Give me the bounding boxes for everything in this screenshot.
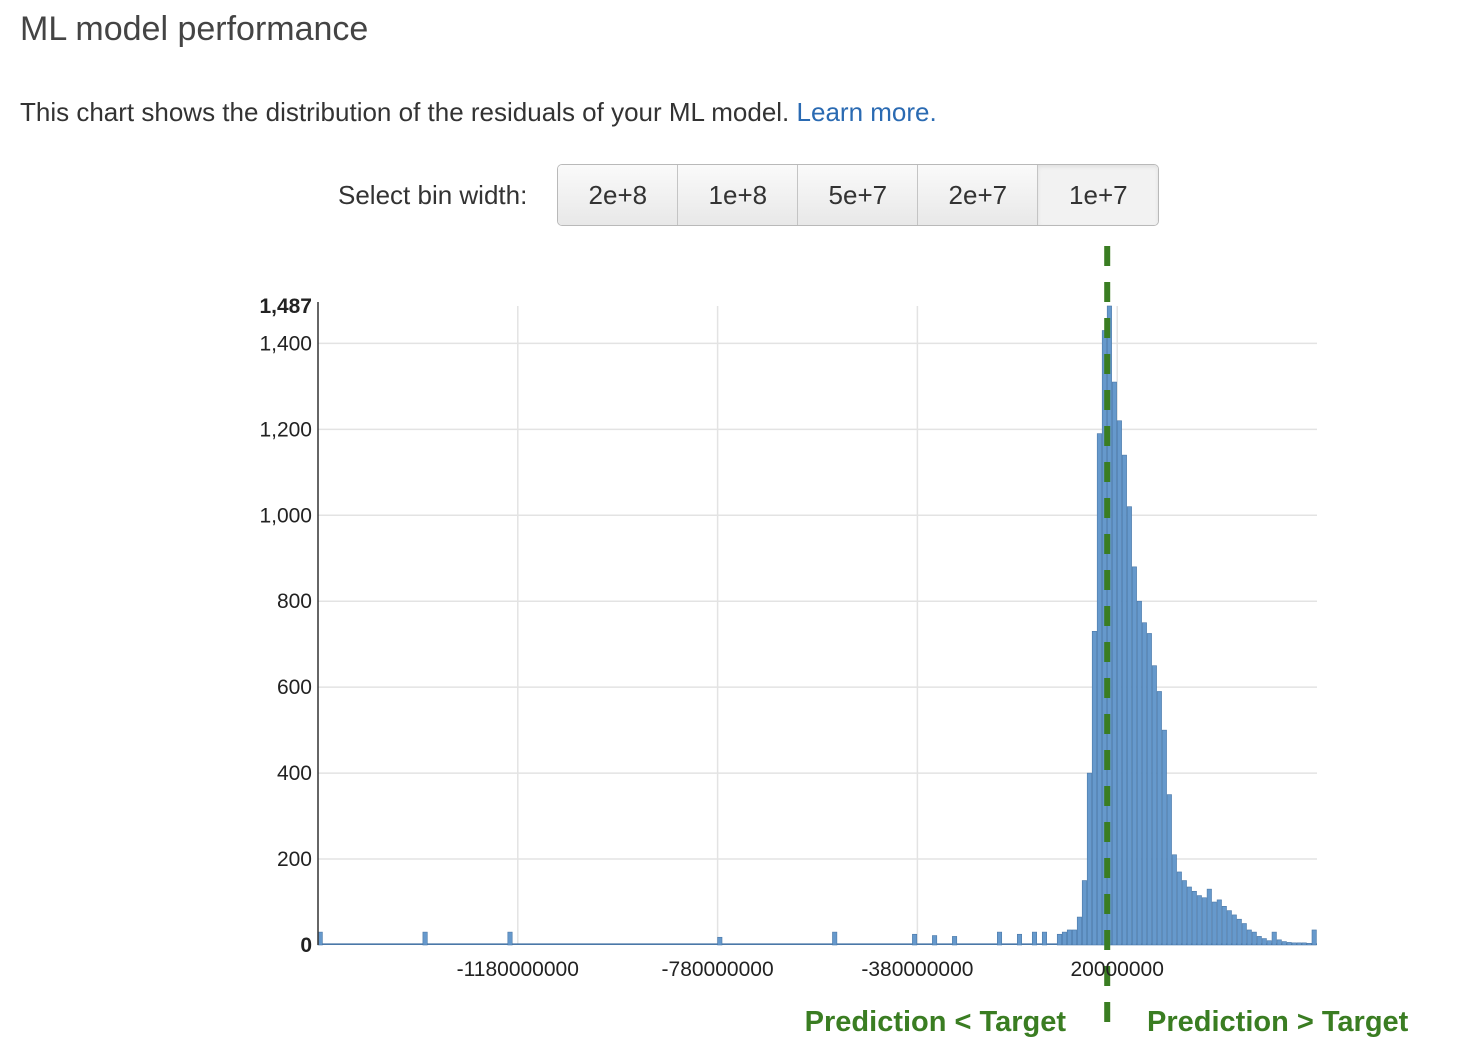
bin-width-selector: Select bin width: 2e+8 1e+8 5e+7 2e+7 1e… — [338, 164, 1160, 226]
bin-width-button-group: 2e+8 1e+8 5e+7 2e+7 1e+7 — [557, 164, 1160, 226]
y-tick-label: 1,400 — [259, 332, 312, 355]
histogram-bars — [317, 305, 1317, 946]
y-tick-label: 0 — [300, 934, 312, 957]
histogram-bar[interactable] — [507, 931, 513, 946]
histogram-bar[interactable] — [1221, 906, 1227, 946]
chart-description: This chart shows the distribution of the… — [20, 97, 937, 128]
histogram-bar[interactable] — [997, 931, 1003, 946]
histogram-bar[interactable] — [1231, 914, 1237, 946]
histogram-bar[interactable] — [1061, 931, 1067, 946]
bin-width-button-2e8[interactable]: 2e+8 — [558, 165, 679, 225]
histogram-bar[interactable] — [1161, 729, 1167, 946]
histogram-bar[interactable] — [1146, 633, 1152, 946]
histogram-bar[interactable] — [1201, 897, 1207, 946]
bin-width-button-5e7[interactable]: 5e+7 — [798, 165, 919, 225]
histogram-bar[interactable] — [1016, 933, 1022, 946]
y-tick-label: 1,487 — [259, 295, 312, 318]
histogram-bar[interactable] — [1206, 888, 1212, 946]
histogram-bar[interactable] — [1076, 916, 1082, 946]
histogram-bar[interactable] — [1241, 923, 1247, 946]
histogram-bar[interactable] — [1236, 918, 1242, 946]
histogram-bar[interactable] — [1191, 890, 1197, 946]
prediction-greater-than-target-label: Prediction > Target — [1147, 1006, 1409, 1038]
histogram-bar[interactable] — [1261, 938, 1267, 946]
histogram-bar[interactable] — [1276, 939, 1282, 946]
histogram-bar[interactable] — [1296, 942, 1302, 946]
page-title: ML model performance — [20, 10, 369, 48]
histogram-bar[interactable] — [1031, 931, 1037, 946]
histogram-bar[interactable] — [1226, 910, 1232, 946]
y-tick-label: 800 — [277, 590, 312, 613]
histogram-bar[interactable] — [1306, 942, 1312, 946]
y-tick-label: 1,200 — [259, 418, 312, 441]
histogram-bar[interactable] — [1111, 381, 1117, 946]
histogram-bar[interactable] — [832, 931, 838, 946]
histogram-bar[interactable] — [1266, 940, 1272, 946]
histogram-bar[interactable] — [1086, 772, 1092, 946]
histogram-bar[interactable] — [1071, 929, 1077, 946]
histogram-bar[interactable] — [1081, 880, 1087, 946]
histogram-bar[interactable] — [422, 931, 428, 946]
bin-width-button-2e7[interactable]: 2e+7 — [918, 165, 1039, 225]
x-tick-label: 20000000 — [1070, 958, 1163, 981]
histogram-bar[interactable] — [912, 933, 918, 946]
bin-width-button-1e7[interactable]: 1e+7 — [1038, 165, 1159, 225]
x-tick-label: -780000000 — [662, 958, 774, 981]
histogram-bar[interactable] — [1096, 433, 1102, 946]
histogram-bar[interactable] — [932, 935, 938, 946]
y-tick-label: 1,000 — [259, 504, 312, 527]
histogram-bar[interactable] — [1186, 886, 1192, 946]
histogram-bar[interactable] — [1121, 454, 1127, 946]
histogram-bar[interactable] — [1291, 942, 1297, 946]
histogram-bar[interactable] — [1171, 854, 1177, 946]
histogram-bar[interactable] — [1141, 622, 1147, 946]
y-tick-label: 400 — [277, 762, 312, 785]
histogram-bar[interactable] — [1126, 506, 1132, 946]
histogram-bar[interactable] — [1216, 899, 1222, 946]
histogram-bar[interactable] — [1101, 330, 1107, 946]
histogram-bar[interactable] — [1151, 665, 1157, 946]
histogram-bar[interactable] — [1251, 931, 1257, 946]
histogram-bar[interactable] — [1176, 871, 1182, 946]
histogram-bar[interactable] — [952, 936, 958, 946]
histogram-bar[interactable] — [1131, 566, 1137, 946]
x-tick-label: -1180000000 — [457, 958, 579, 981]
x-tick-label: -380000000 — [861, 958, 973, 981]
histogram-bar[interactable] — [1196, 895, 1202, 946]
histogram-bar[interactable] — [1211, 901, 1217, 946]
prediction-less-than-target-label: Prediction < Target — [805, 1006, 1067, 1038]
histogram-bar[interactable] — [1041, 931, 1047, 946]
y-axis-tick-labels: 0 200 400 600 800 1,000 1,200 1,400 1,487 — [259, 295, 312, 957]
histogram-bar[interactable] — [1166, 794, 1172, 946]
histogram-bar[interactable] — [1116, 420, 1122, 946]
histogram-bar[interactable] — [1256, 936, 1262, 946]
histogram-bar[interactable] — [1181, 880, 1187, 946]
y-tick-label: 600 — [277, 676, 312, 699]
learn-more-link[interactable]: Learn more. — [796, 97, 937, 127]
bin-width-button-1e8[interactable]: 1e+8 — [678, 165, 799, 225]
histogram-bar[interactable] — [1311, 929, 1317, 946]
description-text: This chart shows the distribution of the… — [20, 97, 790, 127]
histogram-bar[interactable] — [1281, 941, 1287, 946]
x-axis-tick-labels: -1180000000 -780000000 -380000000 20000000 — [457, 958, 1164, 981]
bin-width-label: Select bin width: — [338, 179, 528, 210]
y-tick-label: 200 — [277, 848, 312, 871]
histogram-bar[interactable] — [717, 936, 723, 946]
histogram-bar[interactable] — [1136, 600, 1142, 946]
histogram-bar[interactable] — [1156, 691, 1162, 946]
histogram-bar[interactable] — [1301, 942, 1307, 946]
histogram-bar[interactable] — [1246, 929, 1252, 946]
histogram-bar[interactable] — [1271, 931, 1277, 946]
histogram-bar[interactable] — [1091, 631, 1097, 946]
histogram-bar[interactable] — [1066, 929, 1072, 946]
histogram-bar[interactable] — [1056, 933, 1062, 946]
histogram-bar[interactable] — [1286, 942, 1292, 946]
